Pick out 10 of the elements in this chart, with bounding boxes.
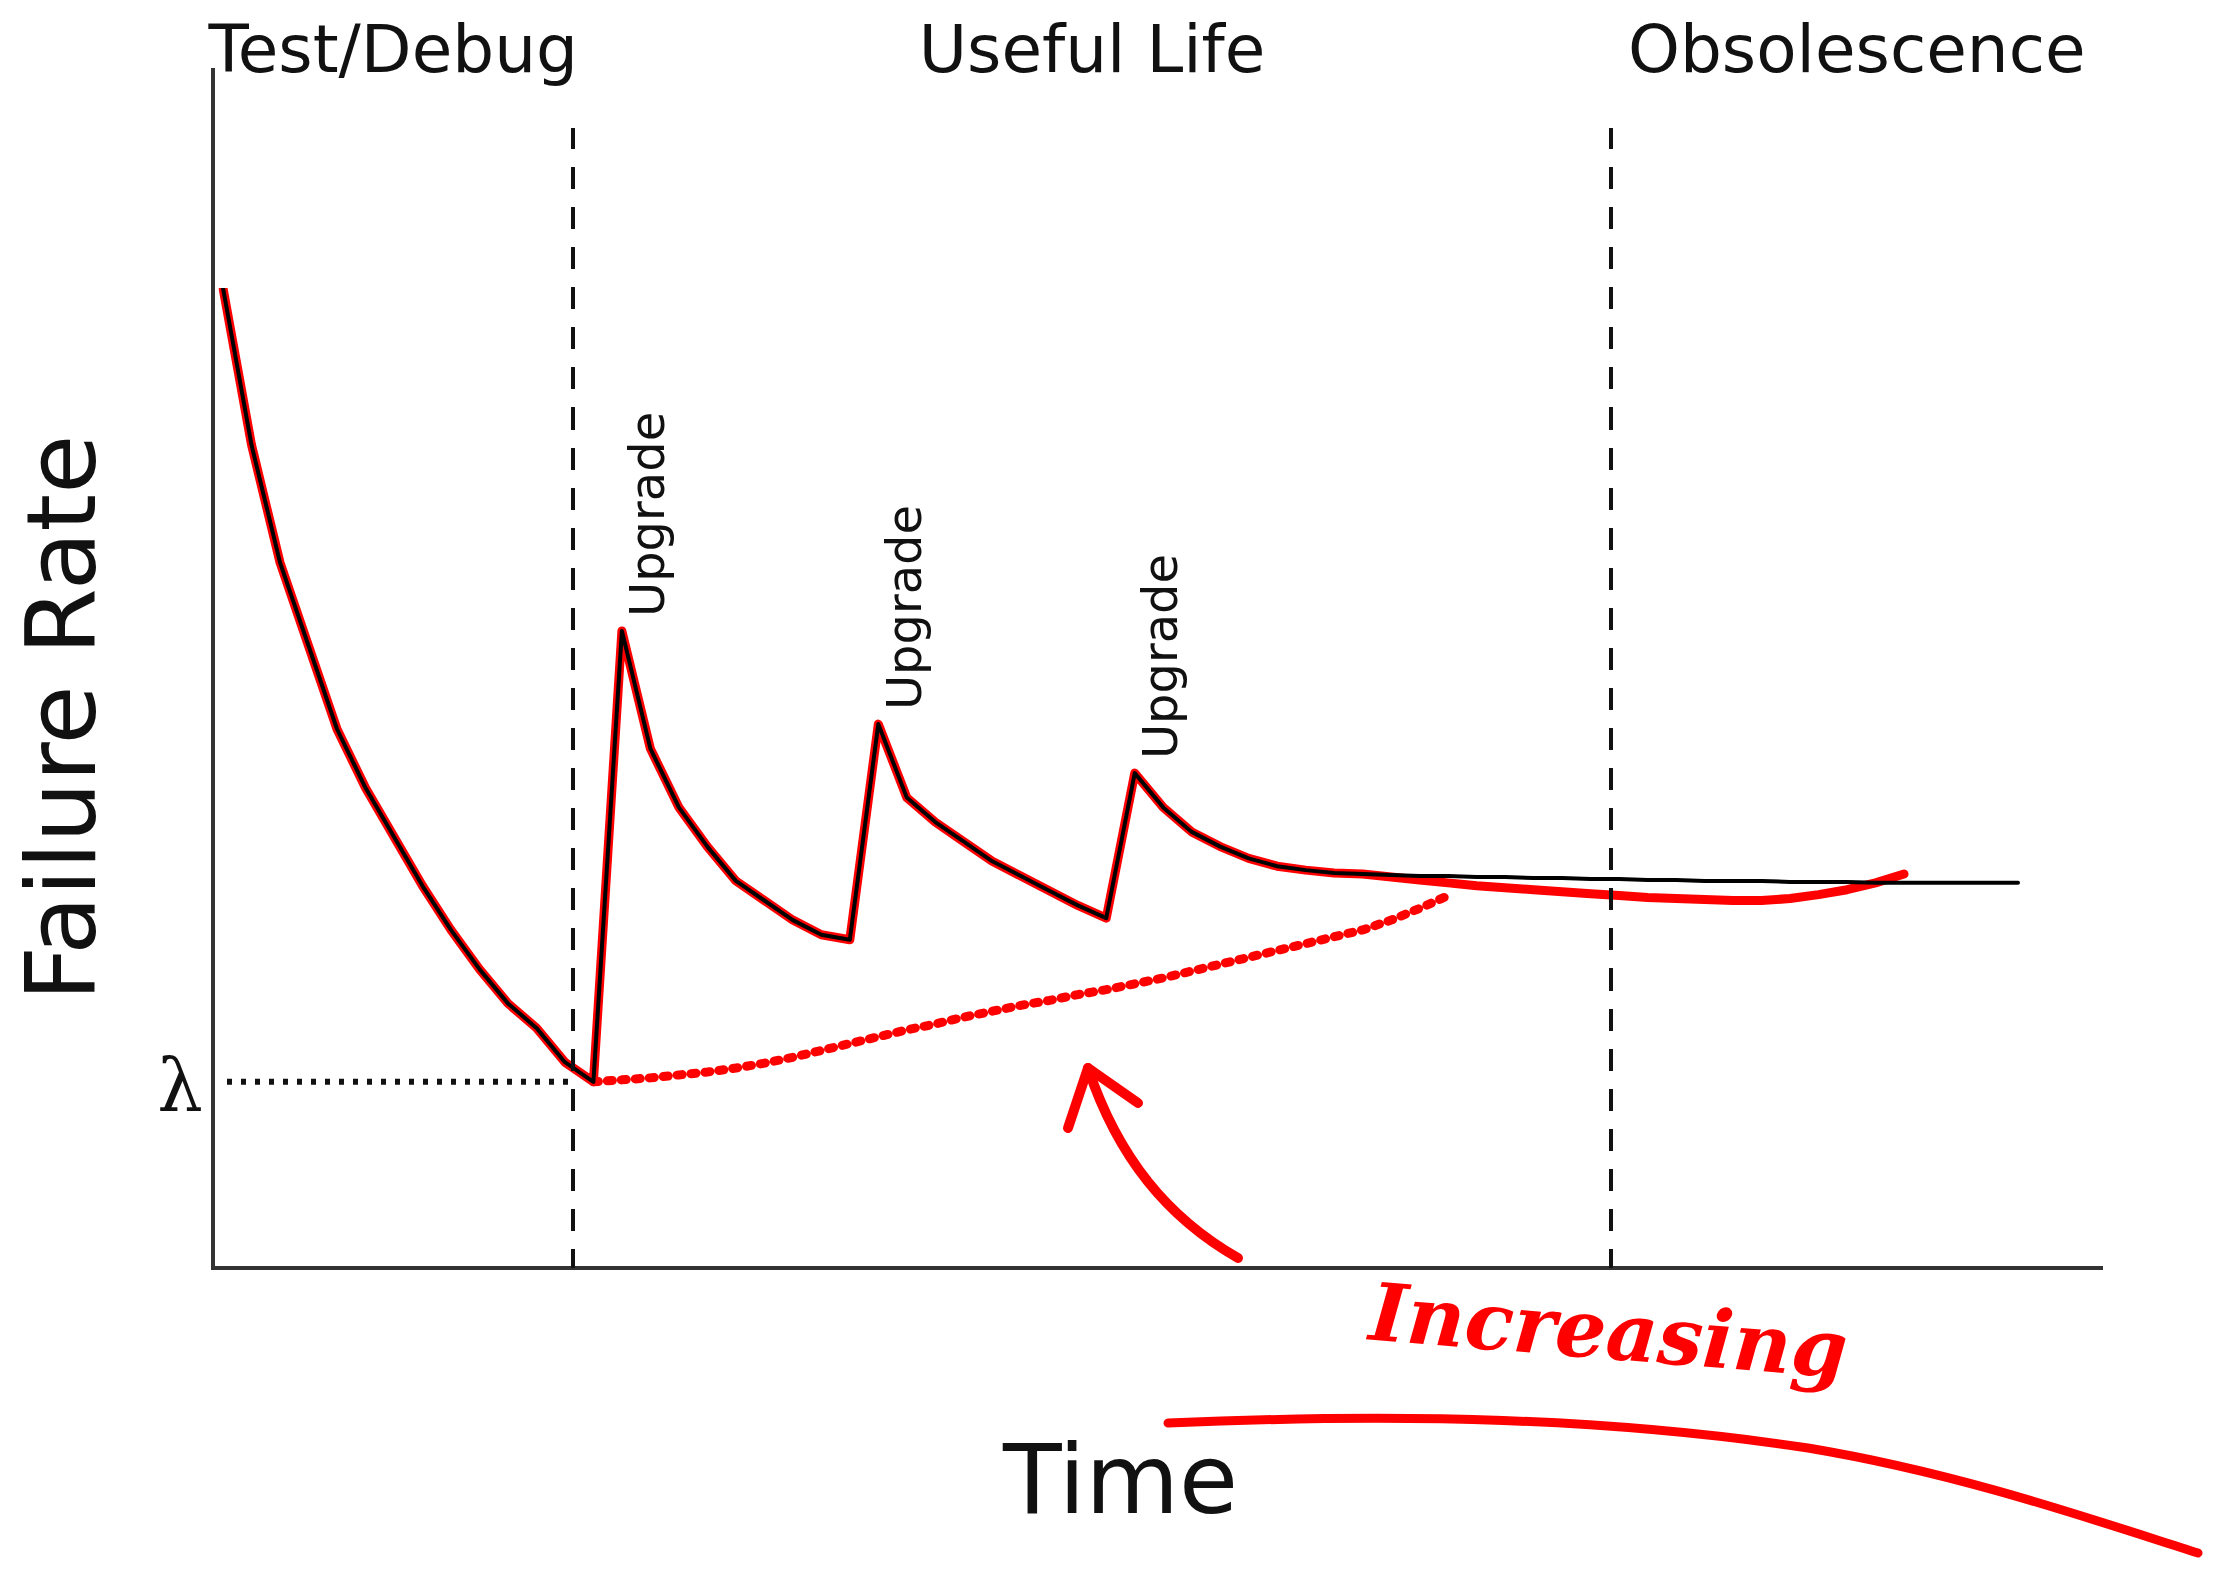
text: Test/Debug (207, 11, 578, 89)
annotation: Upgrade (875, 504, 932, 711)
text: Obsolescence (1628, 11, 2086, 89)
ref-line-label: λ (157, 1043, 203, 1128)
annotation: Upgrade (1132, 553, 1189, 760)
x-axis-title: Time (1002, 1423, 1238, 1536)
y-axis-title: Failure Rate (5, 434, 118, 1002)
annotation: Increasing (1364, 1264, 1851, 1397)
annotation: Upgrade (619, 411, 676, 617)
text: Useful Life (918, 11, 1266, 89)
